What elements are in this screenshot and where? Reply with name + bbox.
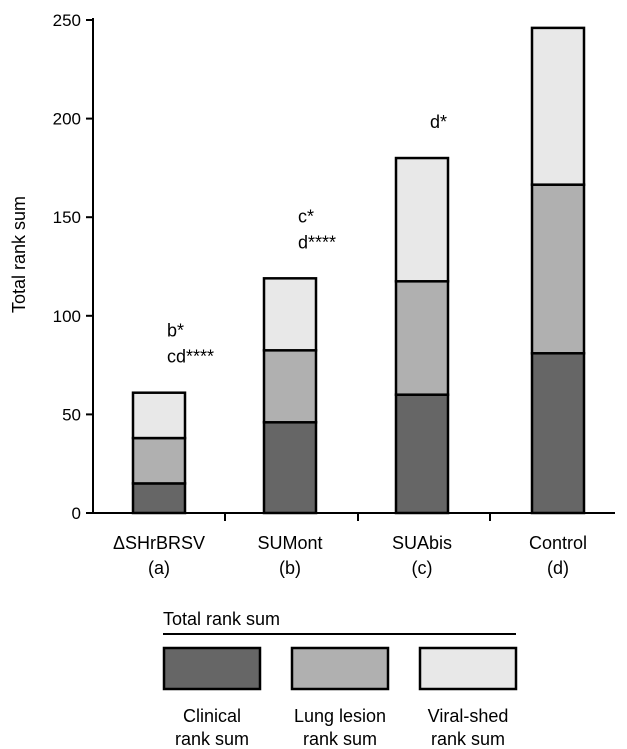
bar-segment-clinical	[530, 352, 586, 515]
bar-segment-lung-lesion	[131, 436, 187, 485]
legend-title: Total rank sum	[163, 609, 280, 629]
bar-segment-viral-shed	[131, 391, 187, 440]
legend-label: Lung lesion	[294, 706, 386, 726]
significance-annotation: d****	[298, 232, 336, 252]
y-tick-label: 200	[53, 110, 81, 129]
legend-label: Viral-shed	[428, 706, 509, 726]
bar-segment-clinical	[394, 393, 450, 515]
x-category-letter: (c)	[412, 558, 433, 578]
y-tick-label: 100	[53, 307, 81, 326]
significance-annotation: d*	[430, 112, 447, 132]
bar-segment-lung-lesion	[530, 183, 586, 355]
x-category-letter: (d)	[547, 558, 569, 578]
legend-label: rank sum	[431, 729, 505, 749]
legend-swatch	[162, 646, 262, 691]
legend-label: rank sum	[175, 729, 249, 749]
x-category-letter: (a)	[148, 558, 170, 578]
y-axis-title: Total rank sum	[9, 196, 29, 313]
y-tick-label: 250	[53, 11, 81, 30]
significance-annotation: cd****	[167, 347, 214, 367]
chart-axes: 0 50 100 150 200 250 Total rank sum ΔSHrBRSV (a)…	[9, 11, 615, 578]
legend-swatch	[418, 646, 518, 691]
bar-segment-viral-shed	[530, 26, 586, 186]
chart-annotations: b* cd**** c* d**** d*	[167, 112, 447, 367]
bar-segment-clinical	[131, 482, 187, 515]
legend-label: rank sum	[303, 729, 377, 749]
y-tick-label: 0	[72, 504, 81, 523]
x-category-label: SUMont	[257, 533, 322, 553]
bar-segment-lung-lesion	[394, 280, 450, 396]
x-category-label: SUAbis	[392, 533, 452, 553]
significance-annotation: c*	[298, 206, 314, 226]
bar-segment-lung-lesion	[262, 349, 318, 424]
x-category-letter: (b)	[279, 558, 301, 578]
significance-annotation: b*	[167, 321, 184, 341]
bar-segment-viral-shed	[394, 156, 450, 283]
bar-segment-viral-shed	[262, 277, 318, 352]
x-category-label: Control	[529, 533, 587, 553]
bar-segment-clinical	[262, 421, 318, 515]
y-tick-label: 150	[53, 208, 81, 227]
y-tick-label: 50	[62, 405, 81, 424]
legend-swatch	[290, 646, 390, 691]
x-category-label: ΔSHrBRSV	[113, 533, 205, 553]
chart-legend: Total rank sum Clinical rank sum Lung lesio…	[162, 609, 518, 749]
legend-label: Clinical	[183, 706, 241, 726]
chart-bars	[131, 26, 586, 515]
